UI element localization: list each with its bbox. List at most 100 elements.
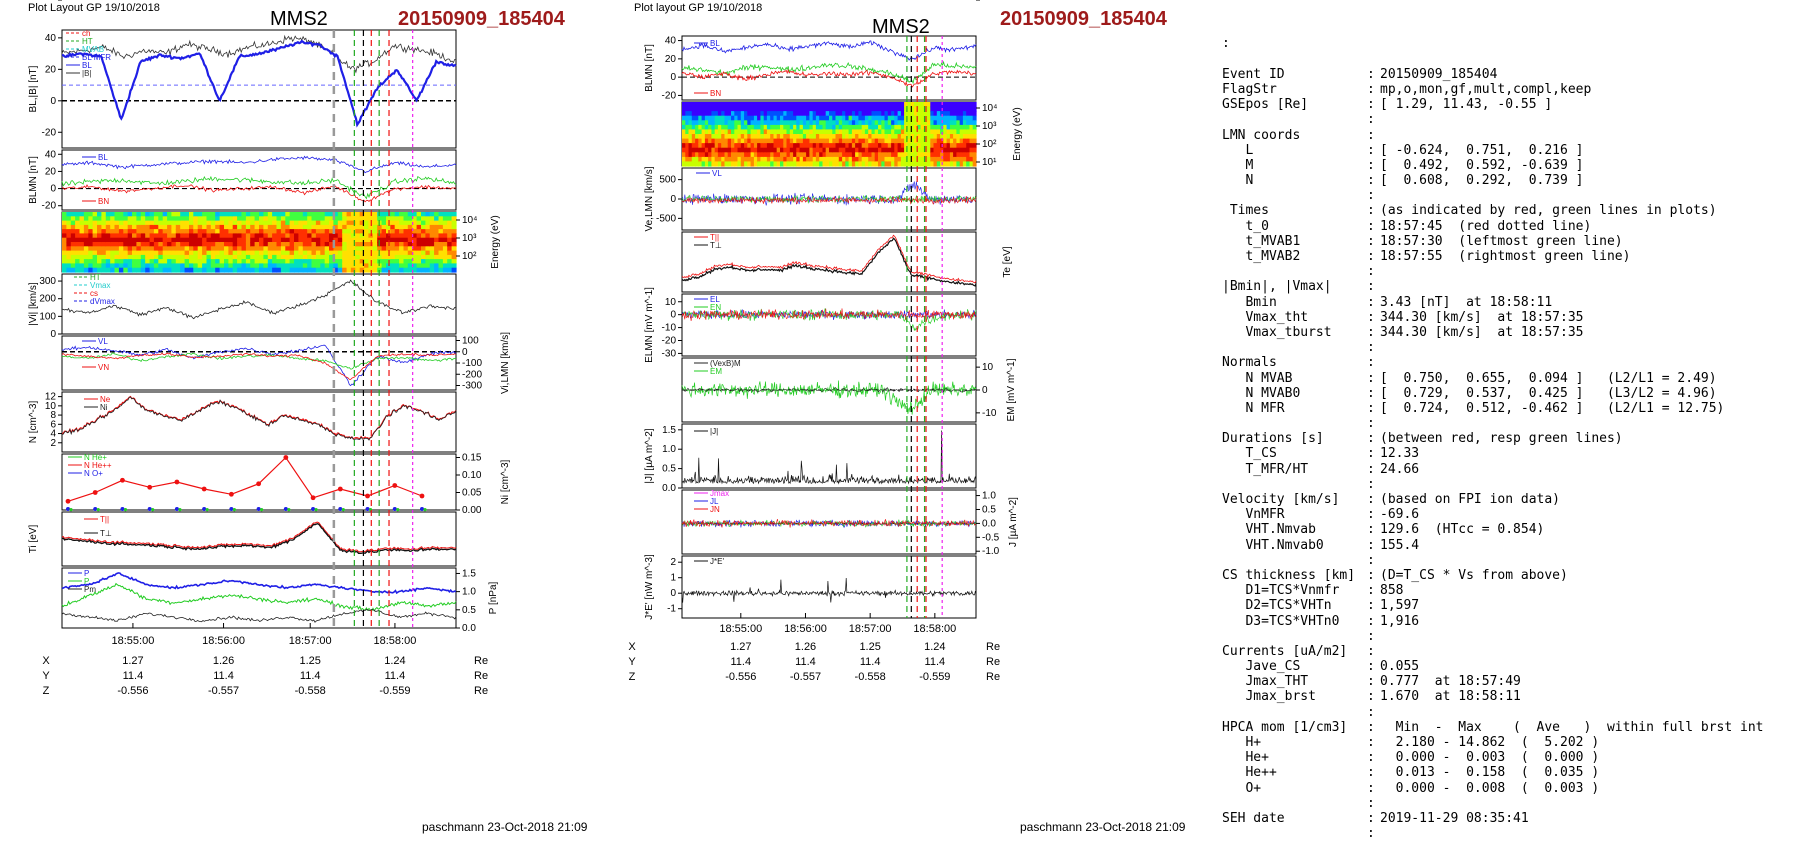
spectrogram-cell [114,229,120,234]
spectrogram-cell [858,138,863,144]
spectrogram-cell [307,250,313,256]
spectrogram-cell [294,267,299,273]
spectrogram-cell [891,129,895,135]
spectrogram-cell [197,259,203,264]
spectrogram-cell [763,147,768,153]
spectrogram-cell [429,224,435,230]
spectrogram-cell [245,212,251,217]
spectrogram-cell [136,267,142,273]
spectrogram-cell [714,124,719,131]
spectrogram-cell [832,115,837,121]
spectrogram-cell [714,152,719,158]
spectrogram-cell [92,254,98,260]
summary-row: Durations [s]: (between red, resp green l… [1222,431,1800,446]
spectrogram-cell [972,129,977,135]
spectrogram-cell [386,216,391,222]
spectrogram-cell [267,212,273,217]
spectrogram-cell [913,152,918,158]
y-tick-label: -1.0 [982,546,1000,557]
spectrogram-cell [780,106,784,112]
spectrogram-cell [799,124,804,131]
spectrogram-cell [874,152,879,158]
spectrogram-cell [219,212,225,217]
spectrogram-cell [946,156,951,163]
spectrogram-cell [966,152,971,158]
spectrogram-cell [429,237,435,243]
spectrogram-cell [180,263,186,269]
spectrogram-cell [302,233,308,239]
spectrogram-cell [936,102,941,108]
spectrogram-cell [871,106,876,112]
spectrogram-cell [88,229,94,234]
legend-entry: BL [98,153,108,162]
spectrogram-cell [943,143,948,149]
spectrogram-cell [701,111,706,117]
spectrogram-cell [949,147,954,153]
spectrogram-cell [773,138,778,144]
summary-value: -69.6 [1380,507,1420,523]
spectrogram-cell [403,220,409,226]
spectrogram-cell [861,143,866,149]
spectrogram-cell [815,156,820,163]
summary-row: T_CS:12.33 [1222,446,1800,461]
summary-key: Times [1222,203,1269,219]
spectrogram-cell [171,259,177,264]
spectrogram-cell [822,156,827,163]
spectrogram-cell [307,220,313,226]
summary-colon: : [1367,370,1375,386]
spectrogram-cell [228,259,234,264]
summary-row: : [1222,477,1800,492]
legend-entry: JL [710,497,719,506]
spectrogram-cell [237,229,243,234]
spectrogram-cell [285,263,291,269]
y-tick-label: 0 [50,96,56,107]
spectrogram-cell [822,124,827,131]
spectrogram-cell [727,161,732,167]
spectrogram-cell [315,229,321,234]
spectrogram-cell [691,138,696,144]
spectrogram-cell [688,161,693,167]
spectrogram-cell [197,263,203,269]
spectrogram-cell [845,106,850,112]
spectrogram-cell [714,129,719,135]
spectrogram-cell [447,263,453,269]
summary-row: VHT.Nmvab:129.6 (HTcc = 0.854) [1222,522,1800,537]
spectrogram-cell [105,237,111,243]
spectrogram-cell [721,152,726,158]
spectrogram-cell [83,254,89,260]
spectrogram-cell [421,212,426,217]
summary-key: Vmax_tburst [1222,324,1332,340]
spectrogram-cell [835,115,840,121]
spectrogram-cell [770,143,775,149]
spectrogram-cell [897,138,902,144]
spectrogram-cell [399,224,405,230]
spectrogram-cell [158,216,164,222]
spectrogram-cell [101,212,107,217]
spectrogram-cell [698,152,703,158]
spectrogram-cell [819,143,824,149]
spectrogram-cell [809,106,814,112]
spectrogram-cell [737,102,742,108]
spectrogram-cell [149,220,155,226]
spectrogram-cell [897,111,902,117]
spectrogram-cell [381,237,387,243]
ephemeris-value: 11.4 [860,656,881,668]
spectrogram-cell [757,120,761,126]
summary-row: LMN coords: [1222,128,1800,143]
spectrogram-cell [237,254,243,260]
spectrogram-cell [953,143,957,149]
spectrogram-cell [368,246,374,252]
spectrogram-cell [907,129,912,135]
spectrogram-cell [272,263,278,269]
spectrogram-cell [346,237,352,243]
spectrogram-cell [861,115,866,121]
spectrogram-cell [881,152,886,158]
spectrogram-cell [399,242,405,247]
y-axis-label: Ni [cm^-3] [500,459,511,504]
spectrogram-cell [940,156,944,163]
spectrogram-cell [881,138,886,144]
spectrogram-cell [822,143,827,149]
spectrogram-cell [438,254,444,260]
spectrogram-cell [421,220,426,226]
spectrogram-cell [956,120,961,126]
